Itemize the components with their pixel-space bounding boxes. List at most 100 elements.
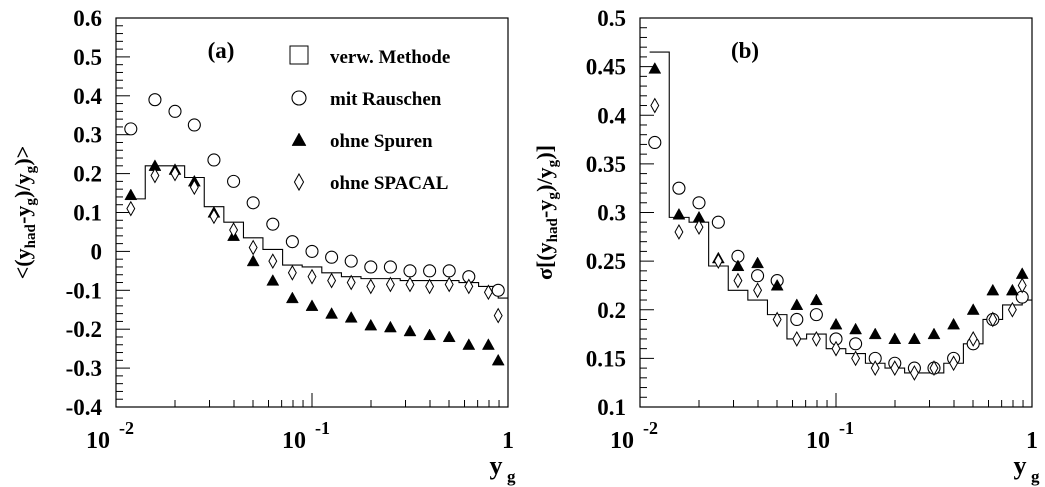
- marker-open-circle: [442, 264, 456, 278]
- y-tick-label: 0.35: [586, 152, 626, 177]
- marker-filled-triangle: [907, 332, 921, 344]
- marker-open-circle: [364, 260, 378, 274]
- marker-open-circle: [266, 217, 280, 231]
- series-ohne-spuren: [648, 62, 1029, 344]
- marker-open-circle: [148, 93, 162, 107]
- x-axis-label-subscript: g: [1031, 467, 1040, 486]
- marker-filled-triangle: [266, 274, 280, 286]
- marker-open-diamond: [189, 179, 199, 196]
- marker-open-diamond: [870, 360, 880, 377]
- histogram-line: [125, 165, 508, 299]
- y-axis-label: <(yhad -yg )/yg )>: [10, 146, 39, 279]
- marker-filled-triangle: [403, 324, 417, 337]
- marker-open-diamond: [293, 172, 305, 192]
- marker-open-diamond: [385, 276, 395, 293]
- marker-open-circle: [168, 104, 182, 118]
- legend: verw. Methode mit Rauschen ohne Spuren ohne…: [289, 45, 450, 194]
- marker-open-diamond: [209, 208, 219, 225]
- y-tick-label: 0.15: [586, 346, 626, 371]
- plot-frame: [115, 17, 509, 408]
- series-ohne-spacal: [126, 165, 503, 324]
- marker-open-circle: [124, 122, 138, 136]
- y-axis-label: σ[(yhad -yg )/yg )]: [532, 145, 561, 280]
- series-verw-methode: [649, 51, 1032, 374]
- x-tick-label: 10: [806, 428, 830, 454]
- marker-filled-triangle: [966, 303, 980, 315]
- y-tick-label: -0.1: [66, 278, 102, 303]
- marker-open-circle: [207, 153, 221, 167]
- legend-marker-open-square: [289, 45, 309, 65]
- legend-label: mit Rauschen: [330, 89, 442, 110]
- legend-label: ohne Spuren: [330, 131, 433, 152]
- marker-filled-triangle: [1005, 283, 1019, 296]
- x-axis-label-subscript: g: [507, 467, 516, 486]
- marker-filled-triangle: [442, 330, 456, 343]
- y-tick-label: 0.3: [597, 201, 626, 226]
- marker-filled-triangle: [790, 298, 804, 310]
- x-axis-label: y: [1014, 451, 1027, 480]
- marker-filled-triangle: [246, 254, 260, 267]
- y-tick-label: -0.3: [66, 356, 102, 381]
- marker-open-diamond: [694, 219, 704, 236]
- marker-filled-triangle: [648, 62, 662, 74]
- marker-open-circle: [187, 118, 201, 132]
- y-axis-label-part: )>: [10, 146, 35, 166]
- marker-open-diamond: [988, 311, 998, 328]
- x-tick-exponent: -2: [119, 418, 134, 438]
- marker-open-circle: [383, 260, 397, 274]
- y-tick-label: 0.45: [586, 55, 626, 80]
- legend-label: ohne SPACAL: [330, 173, 448, 194]
- marker-filled-triangle: [947, 317, 961, 330]
- y-axis-label-part: <(y: [10, 248, 35, 279]
- marker-open-diamond: [464, 278, 474, 295]
- marker-filled-triangle: [423, 328, 437, 341]
- marker-filled-triangle: [305, 299, 319, 311]
- series-ohne-spuren: [124, 159, 505, 366]
- panel-label: (a): [208, 38, 235, 63]
- marker-open-diamond: [753, 282, 763, 299]
- x-tick-label: 1: [502, 428, 514, 454]
- marker-open-diamond: [792, 331, 802, 347]
- marker-open-diamond: [650, 97, 660, 114]
- legend-label: verw. Methode: [330, 47, 450, 68]
- marker-open-diamond: [713, 253, 723, 270]
- marker-open-diamond: [949, 355, 959, 372]
- marker-open-diamond: [772, 311, 782, 328]
- marker-open-circle: [291, 90, 307, 106]
- marker-open-diamond: [248, 239, 258, 256]
- marker-open-circle: [648, 135, 662, 150]
- x-tick-exponent: -2: [643, 418, 658, 438]
- marker-filled-triangle: [751, 256, 765, 269]
- y-axis-label-subscript: g: [545, 192, 561, 200]
- y-tick-label: 0.4: [597, 103, 626, 128]
- marker-open-diamond: [150, 167, 160, 184]
- marker-open-diamond: [170, 165, 180, 182]
- marker-open-diamond: [425, 278, 435, 295]
- y-axis-label-part: σ[(y: [532, 242, 557, 280]
- marker-filled-triangle: [1015, 267, 1029, 279]
- marker-open-circle: [692, 196, 706, 210]
- y-tick-label: -0.2: [66, 317, 102, 342]
- marker-filled-triangle: [731, 259, 745, 272]
- marker-open-diamond: [405, 276, 415, 293]
- x-tick-exponent: -1: [315, 418, 330, 438]
- y-axis-label-part: )]: [532, 145, 557, 160]
- marker-open-circle: [751, 269, 765, 283]
- x-tick-label: 10: [86, 428, 110, 454]
- y-axis-label-subscript: had: [545, 218, 561, 243]
- marker-open-diamond: [909, 365, 919, 381]
- marker-filled-triangle: [481, 338, 495, 350]
- marker-open-circle: [711, 215, 725, 229]
- marker-open-circle: [344, 254, 358, 268]
- marker-filled-triangle: [491, 353, 505, 366]
- series-mit-rauschen: [648, 135, 1029, 375]
- marker-open-circle: [403, 264, 417, 278]
- marker-filled-triangle: [364, 318, 378, 331]
- marker-open-diamond: [811, 331, 821, 347]
- x-tick-label: 10: [610, 428, 634, 454]
- y-tick-label: 0.5: [73, 45, 102, 70]
- y-tick-label: 0.25: [586, 249, 626, 274]
- legend-entry: verw. Methode: [289, 45, 450, 68]
- marker-open-diamond: [483, 284, 493, 301]
